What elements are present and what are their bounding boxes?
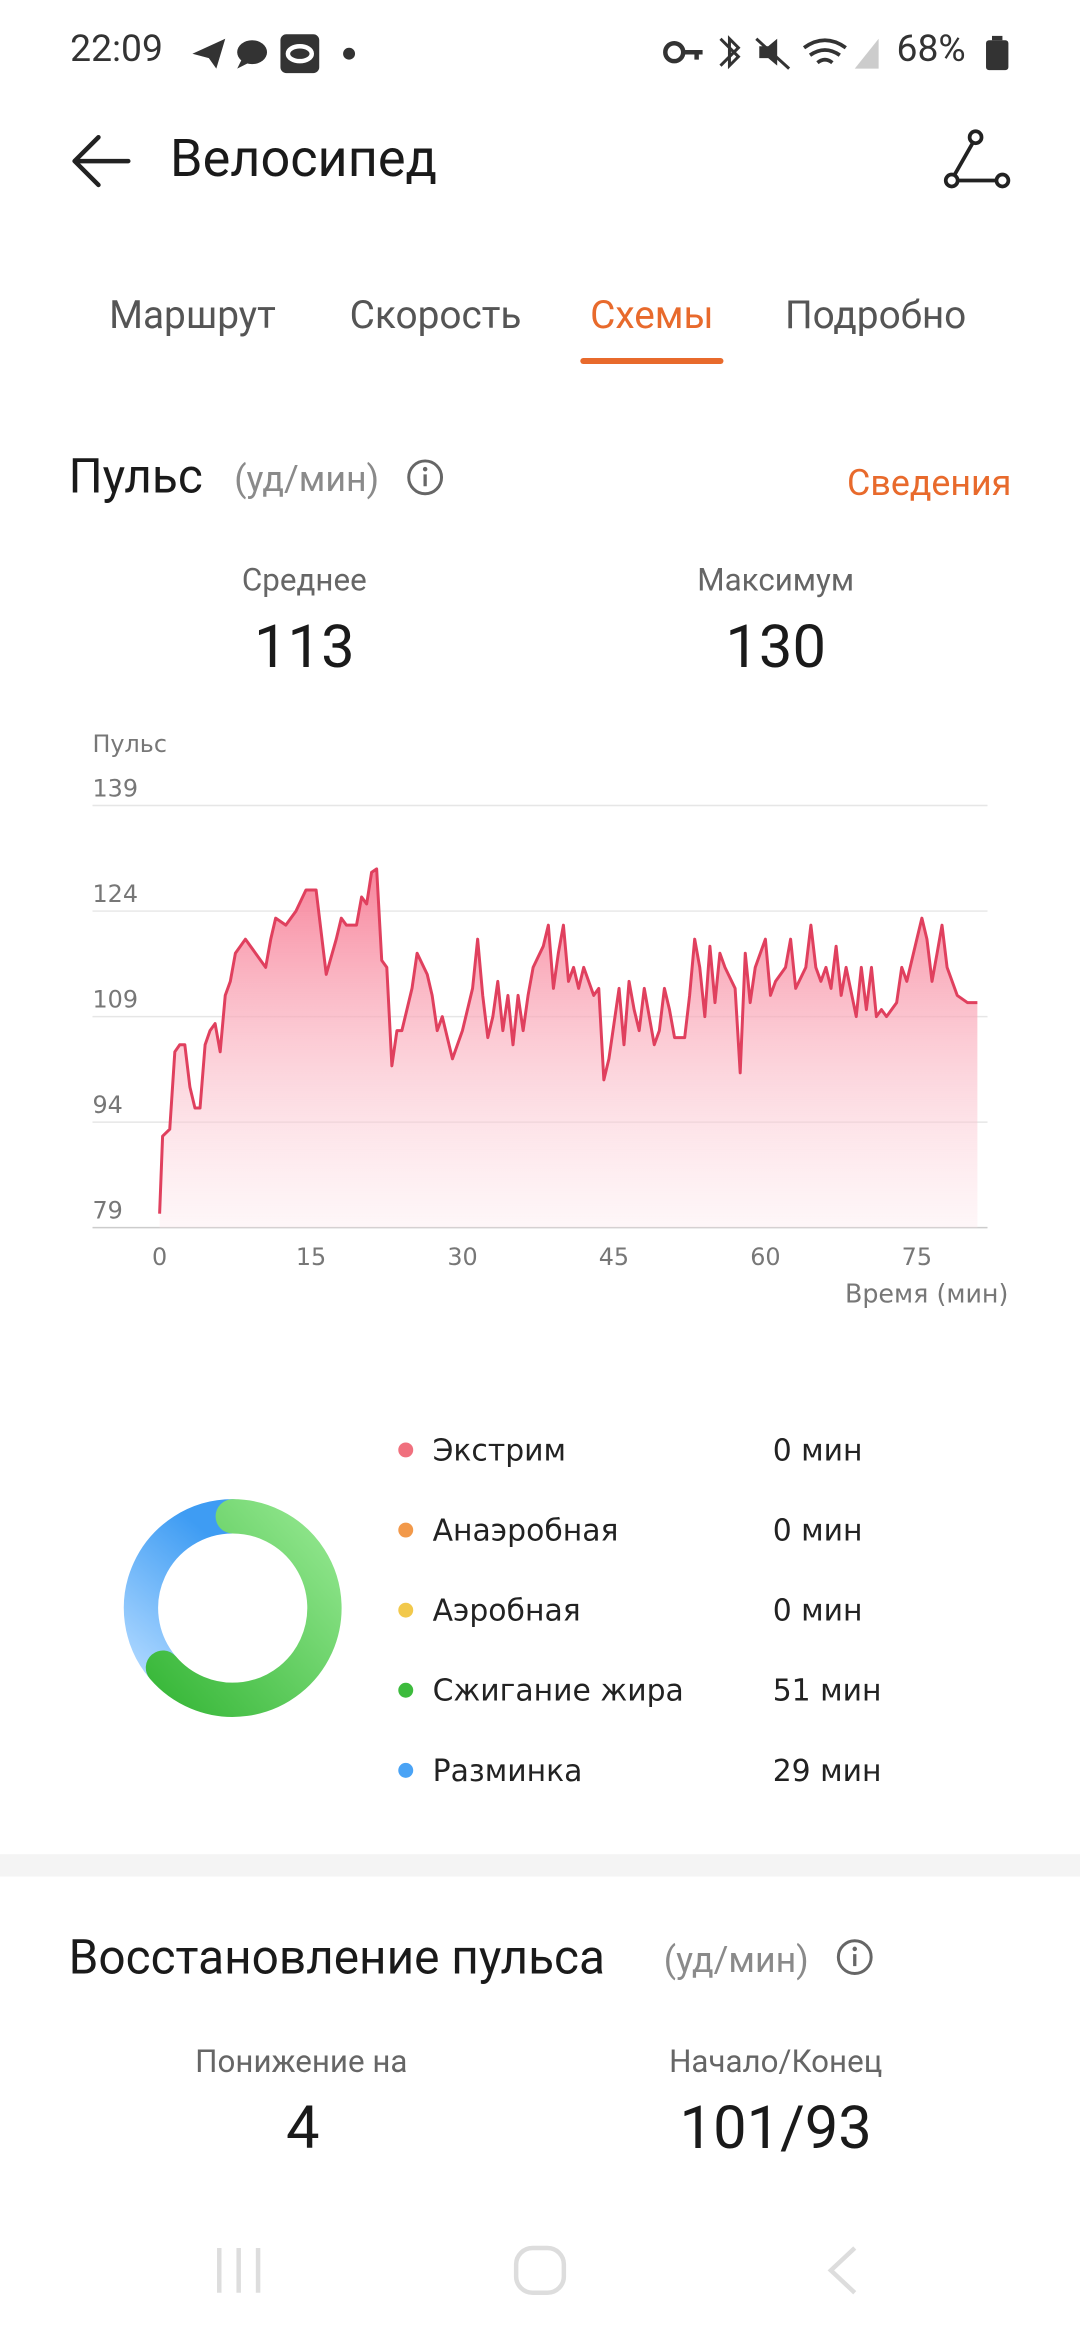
info-icon[interactable] — [406, 458, 445, 497]
status-system-icons — [663, 35, 879, 70]
legend-label: Разминка — [433, 1754, 583, 1789]
legend-dot — [398, 1442, 414, 1458]
legend-label: Сжигание жира — [433, 1674, 684, 1709]
legend-value: 29 мин — [773, 1754, 882, 1789]
tab[interactable]: Скорость — [349, 293, 522, 339]
legend-value: 51 мин — [773, 1674, 882, 1709]
donut-segment — [145, 1499, 342, 1717]
legend-dot — [398, 1602, 414, 1618]
legend-label: Анаэробная — [433, 1513, 619, 1548]
x-tick-label: 30 — [447, 1243, 477, 1271]
back-nav-button[interactable] — [827, 2246, 857, 2295]
recent-apps-button[interactable] — [217, 2248, 261, 2293]
home-button[interactable] — [513, 2245, 567, 2295]
legend-value: 0 мин — [773, 1513, 863, 1548]
heart-rate-chart: Пульс 79 94 109 124 139 0 15 30 45 60 75 Время (мин) — [92, 730, 1008, 1308]
x-tick-label: 75 — [902, 1243, 932, 1271]
section-unit: (уд/мин) — [663, 1939, 809, 1981]
stat-value: 130 — [725, 611, 826, 682]
y-tick-label: 139 — [92, 775, 138, 803]
info-icon[interactable] — [835, 1938, 874, 1977]
back-button[interactable] — [69, 131, 135, 191]
section-unit: (уд/мин) — [234, 457, 380, 500]
battery-level: 68% — [896, 28, 966, 72]
line — [158, 867, 978, 1214]
separator — [0, 1854, 1080, 1877]
status-time: 22:09 — [70, 28, 163, 72]
navigation-bar — [217, 2245, 857, 2295]
y-tick-label: 94 — [92, 1091, 122, 1119]
y-tick-label: 109 — [92, 986, 138, 1014]
legend-value: 0 мин — [773, 1433, 863, 1468]
x-tick-label: 45 — [599, 1243, 629, 1271]
legend-label: Аэробная — [433, 1594, 581, 1629]
legend-dot — [398, 1682, 414, 1698]
x-axis-label: Время (мин) — [845, 1278, 1008, 1308]
tab[interactable]: Маршрут — [109, 293, 276, 339]
x-tick-label: 60 — [750, 1243, 780, 1271]
legend-label: Экстрим — [433, 1433, 566, 1468]
y-axis-label: Пульс — [92, 730, 167, 758]
stat-value: 101/93 — [679, 2092, 872, 2163]
section-title: Восстановление пульса — [68, 1928, 605, 1986]
stat-value: 4 — [286, 2092, 320, 2163]
details-link[interactable]: Сведения — [847, 462, 1012, 505]
zone-chart: Экстрим 0 мин Анаэробная 0 мин Аэробная 0 мин… — [123, 1433, 882, 1789]
stat-value: 113 — [253, 611, 355, 682]
x-tick-label: 15 — [296, 1243, 326, 1271]
route-button[interactable] — [943, 128, 1015, 194]
legend-dot — [398, 1762, 414, 1778]
y-tick-label: 124 — [92, 880, 138, 908]
tab-indicator — [580, 358, 724, 364]
stat-label: Среднее — [241, 563, 367, 600]
donut-segment — [123, 1499, 250, 1685]
page-title: Велосипед — [170, 128, 438, 190]
area — [159, 868, 978, 1228]
legend-dot — [398, 1522, 414, 1538]
stat-label: Начало/Конец — [669, 2045, 883, 2081]
section-title: Пульс — [68, 447, 203, 505]
x-tick-label: 0 — [152, 1243, 167, 1271]
status-icons — [192, 34, 356, 74]
battery-icon — [986, 35, 1009, 71]
tab[interactable]: Подробно — [784, 293, 967, 339]
stat-label: Максимум — [697, 563, 855, 600]
y-tick-label: 79 — [92, 1197, 122, 1225]
stat-label: Понижение на — [195, 2045, 408, 2081]
tab[interactable]: Схемы — [590, 293, 714, 339]
legend-value: 0 мин — [773, 1594, 863, 1629]
